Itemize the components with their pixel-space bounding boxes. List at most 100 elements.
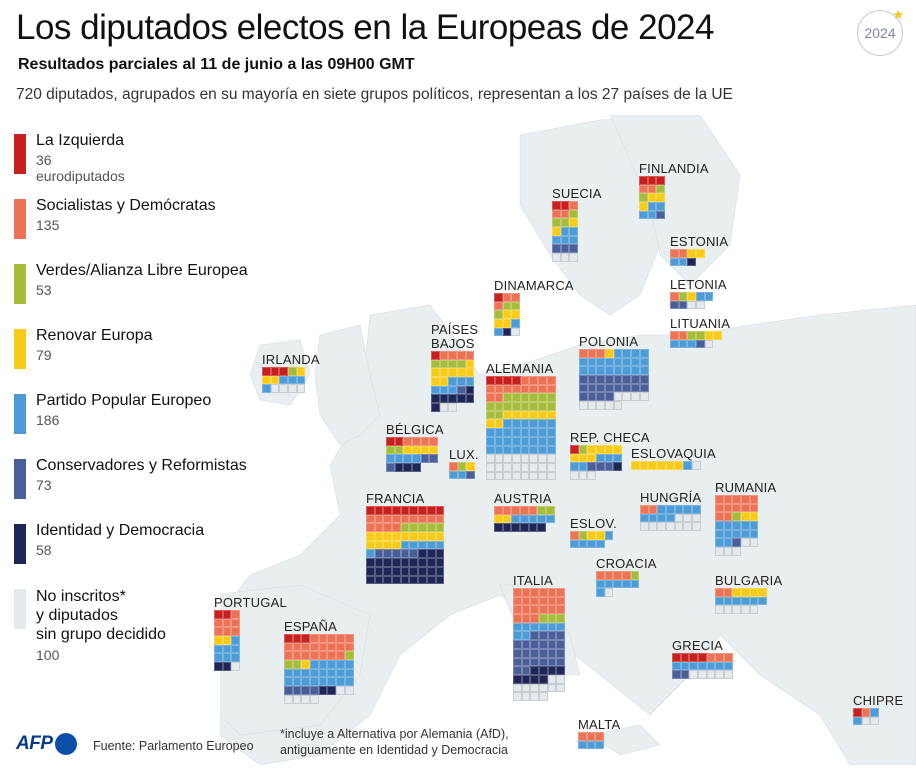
country-label: POLONIA	[579, 334, 639, 349]
seat-s	[222, 627, 232, 637]
seat-r	[749, 512, 759, 522]
seat-g	[529, 393, 539, 403]
seat-c	[539, 648, 548, 658]
seat-s	[344, 642, 354, 652]
seat-s	[420, 437, 430, 446]
seat-id	[409, 558, 419, 567]
seat-s	[344, 634, 354, 643]
seat-id	[435, 566, 445, 576]
seat-ni	[512, 471, 521, 481]
seat-s	[310, 634, 319, 643]
seat-c	[579, 383, 588, 393]
seat-g	[486, 410, 495, 420]
seat-p	[570, 462, 579, 472]
seat-l	[680, 653, 690, 662]
seat-g	[386, 445, 395, 455]
seat-s	[418, 514, 427, 524]
seat-p	[231, 644, 241, 654]
legend-label: Verdes/Alianza Libre Europea	[36, 262, 248, 279]
seat-s	[715, 588, 724, 597]
seat-ni	[692, 522, 701, 532]
seat-s	[494, 393, 504, 403]
seat-p	[678, 339, 688, 349]
seat-p	[569, 227, 579, 236]
seat-l	[418, 506, 427, 515]
country-label: PAÍSES BAJOS	[431, 322, 479, 351]
seat-p	[596, 588, 605, 598]
seat-p	[547, 622, 557, 632]
seat-l	[494, 376, 504, 385]
seat-p	[279, 375, 289, 385]
seat-p	[521, 631, 531, 641]
seat-s	[596, 349, 606, 358]
seat-p	[689, 661, 699, 671]
country-label: ESPAÑA	[284, 619, 337, 634]
legend-count: 53	[36, 282, 52, 298]
seat-r	[596, 531, 605, 540]
seat-l	[386, 437, 395, 446]
seat-p	[586, 740, 596, 750]
seat-p	[310, 677, 319, 687]
seat-s	[715, 653, 725, 662]
seat-c	[596, 375, 606, 384]
legend-label: Partido Popular Europeo	[36, 392, 212, 409]
seat-s	[457, 351, 466, 360]
seat-l	[431, 351, 440, 360]
seat-s	[556, 588, 566, 597]
seat-ni	[529, 471, 539, 481]
seat-p	[412, 454, 421, 464]
seat-ni	[288, 384, 297, 394]
seat-s	[546, 384, 556, 394]
seat-s	[723, 588, 733, 597]
seat-p	[520, 445, 530, 455]
seat-c	[530, 640, 540, 649]
seat-g	[630, 571, 640, 580]
seat-p	[666, 513, 675, 523]
seat-r	[418, 532, 427, 541]
seat-p	[596, 453, 605, 463]
seat-ni	[529, 462, 539, 472]
seat-r	[647, 193, 657, 203]
seat-s	[861, 708, 871, 717]
seat-g	[292, 660, 302, 669]
seat-ni	[310, 694, 319, 704]
seat-r	[301, 660, 311, 669]
seat-g	[439, 359, 449, 369]
seat-l	[656, 176, 666, 185]
seat-grid	[366, 506, 445, 585]
seat-l	[383, 506, 393, 515]
seat-id	[426, 549, 436, 559]
seat-p	[749, 521, 759, 530]
seat-g	[529, 402, 539, 411]
seat-p	[578, 462, 588, 472]
seat-s	[439, 351, 449, 360]
seat-ni	[521, 683, 531, 693]
seat-s	[449, 462, 458, 471]
seat-p	[578, 740, 587, 750]
seat-p	[386, 454, 395, 464]
seat-l	[512, 376, 521, 385]
seat-c	[622, 383, 632, 393]
seat-grid	[431, 351, 478, 412]
seat-r	[296, 367, 306, 376]
seat-c	[560, 244, 570, 254]
seat-s	[539, 605, 548, 615]
country-label: IRLANDA	[262, 352, 320, 367]
seat-c	[672, 670, 681, 680]
seat-r	[431, 368, 440, 378]
seat-s	[521, 614, 531, 623]
seat-ni	[570, 471, 579, 480]
seat-grid	[486, 376, 556, 481]
seat-p	[529, 445, 539, 455]
seat-id	[392, 558, 401, 567]
seat-s	[513, 614, 522, 623]
seat-p	[336, 677, 345, 687]
seat-c	[696, 339, 705, 349]
source-text: Fuente: Parlamento Europeo	[93, 739, 254, 753]
seat-id	[418, 566, 427, 576]
seat-r	[587, 531, 597, 540]
seat-s	[494, 301, 503, 311]
seat-c	[284, 686, 293, 695]
seat-s	[214, 627, 223, 637]
country-label: LUX.	[449, 447, 479, 462]
